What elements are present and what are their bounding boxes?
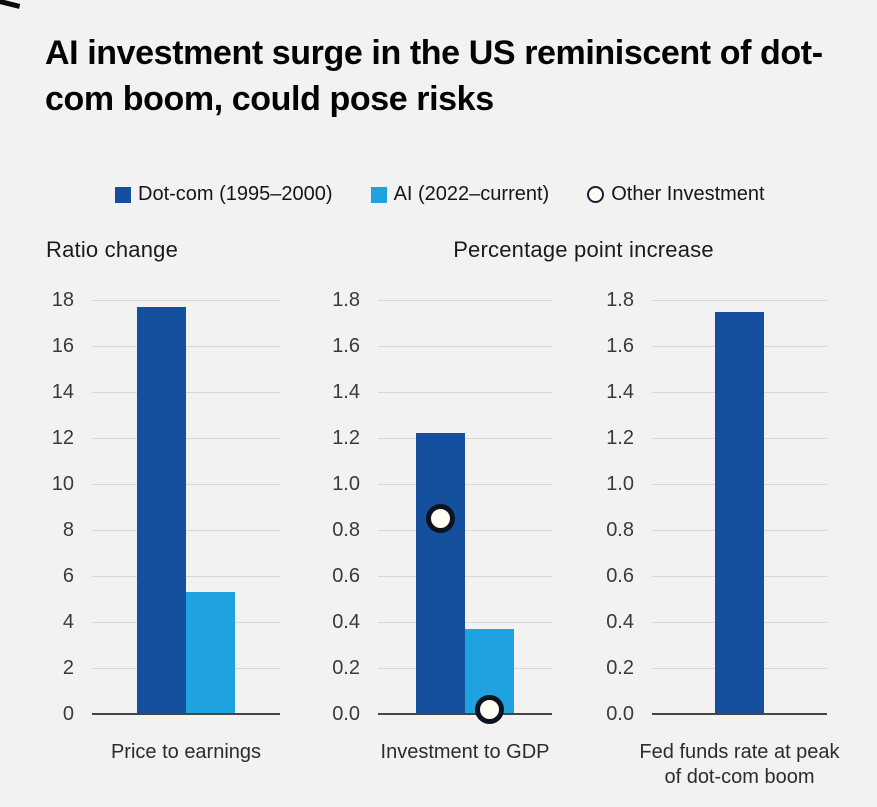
y-tick-label: 0.2 <box>606 657 634 679</box>
y-tick-label: 1.0 <box>606 473 634 495</box>
y-tick-label: 1.8 <box>332 289 360 311</box>
y-tick-label: 1.4 <box>606 381 634 403</box>
gridline <box>92 483 280 485</box>
panel-header-ratio-change: Ratio change <box>46 237 179 262</box>
gridline <box>92 575 280 577</box>
legend-item-dot-com-1995-2000: Dot-com (1995–2000) <box>115 183 333 206</box>
y-tick-label: 0.6 <box>606 565 634 587</box>
gridline <box>92 437 280 439</box>
legend-item-other-investment: Other Investment <box>587 183 765 206</box>
y-tick-label: 0.6 <box>332 565 360 587</box>
y-tick-label: 6 <box>62 565 74 587</box>
gridline <box>378 621 552 623</box>
y-tick-label: 0.0 <box>332 703 360 725</box>
legend-item-ai-2022-current: AI (2022–current) <box>370 183 550 206</box>
other-investment-marker <box>426 504 455 533</box>
gridline <box>378 575 552 577</box>
y-tick-label: 0 <box>62 703 74 725</box>
legend: Dot-com (1995–2000) AI (2022–current) Othe… <box>115 183 765 206</box>
y-tick-label: 0.4 <box>606 611 634 633</box>
gridline <box>92 391 280 393</box>
y-tick-label: 18 <box>51 289 74 311</box>
chart-title: AI investment surge in the US reminiscen… <box>45 34 823 118</box>
y-tick-label: 0.4 <box>332 611 360 633</box>
x-axis-line <box>378 713 552 715</box>
legend-item-label: Dot-com (1995–2000) <box>138 183 333 205</box>
x-axis-category-label: Fed funds rate at peak of dot-com boom <box>639 741 840 788</box>
gridline <box>92 345 280 347</box>
gridline <box>378 299 552 301</box>
gridline <box>378 437 552 439</box>
y-tick-label: 4 <box>62 611 74 633</box>
legend-square-swatch-icon <box>115 186 131 203</box>
corner-artifact <box>0 0 21 9</box>
y-tick-label: 1.4 <box>332 381 360 403</box>
y-tick-label: 8 <box>62 519 74 541</box>
bar-dotcom <box>137 306 186 714</box>
y-tick-label: 0.8 <box>332 519 360 541</box>
gridline <box>378 345 552 347</box>
legend-circle-swatch-icon <box>587 186 605 203</box>
y-tick-label: 14 <box>51 381 74 403</box>
bar-dotcom <box>715 311 764 714</box>
y-tick-label: 1.2 <box>332 427 360 449</box>
y-tick-label: 10 <box>51 473 74 495</box>
y-tick-label: 2 <box>62 657 74 679</box>
gridline <box>92 529 280 531</box>
panel-header-percentage-point-increase: Percentage point increase <box>453 237 714 262</box>
x-axis-category-label: Investment to GDP <box>380 741 550 763</box>
gridline <box>652 299 827 301</box>
y-tick-label: 1.0 <box>332 473 360 495</box>
y-tick-label: 0.2 <box>332 657 360 679</box>
y-tick-label: 12 <box>51 427 74 449</box>
gridline <box>92 299 280 301</box>
bar-ai <box>186 592 235 714</box>
y-tick-label: 0.0 <box>606 703 634 725</box>
legend-square-swatch-icon <box>370 186 387 203</box>
other-investment-marker <box>475 694 504 724</box>
x-axis-line <box>652 713 827 715</box>
gridline <box>378 483 552 485</box>
y-tick-label: 1.8 <box>606 289 634 311</box>
bar-dotcom <box>416 433 465 714</box>
gridline <box>378 391 552 393</box>
y-tick-label: 1.6 <box>332 335 360 357</box>
legend-item-label: Other Investment <box>611 183 765 205</box>
gridline <box>378 529 552 531</box>
y-tick-label: 0.8 <box>606 519 634 541</box>
legend-item-label: AI (2022–current) <box>393 183 550 205</box>
x-axis-category-label: Price to earnings <box>110 741 262 763</box>
x-axis-line <box>92 713 280 715</box>
y-tick-label: 1.6 <box>606 335 634 357</box>
y-tick-label: 16 <box>51 335 74 357</box>
y-tick-label: 1.2 <box>606 427 634 449</box>
